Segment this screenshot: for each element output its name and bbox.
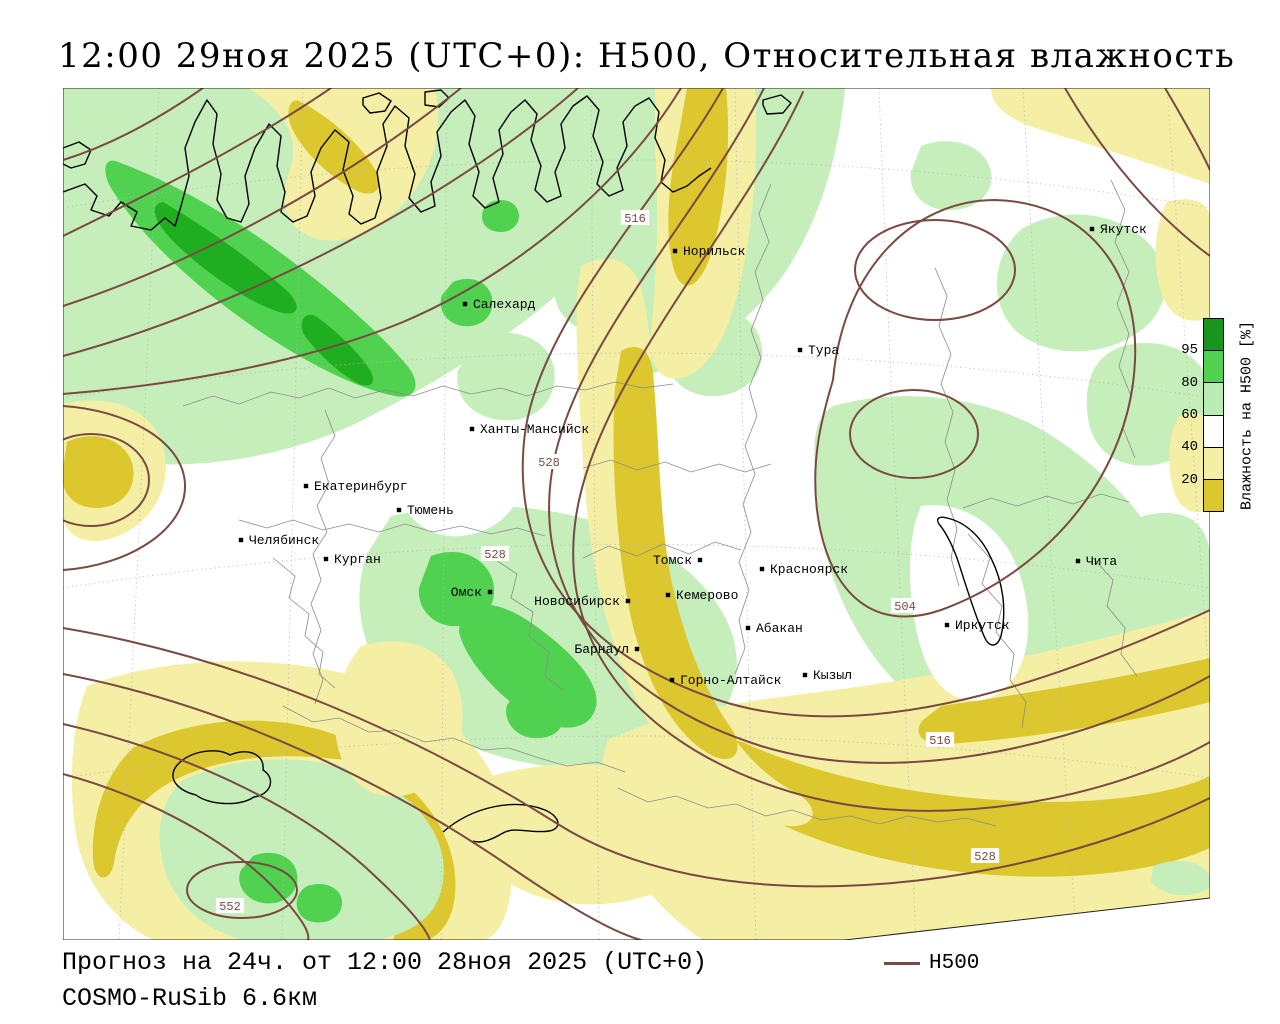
city-dot — [396, 507, 402, 513]
contour-label-box — [620, 210, 650, 225]
forecast-info: Прогноз на 24ч. от 12:00 28ноя 2025 (UTC… — [62, 948, 708, 977]
city-dot — [759, 566, 765, 572]
city-label: Ханты-Мансийск — [480, 422, 589, 437]
colorbar-tick: 80 — [1181, 374, 1198, 391]
city-label: Иркутск — [955, 618, 1010, 633]
coastline-layer — [63, 89, 1005, 843]
city-label: Екатеринбург — [314, 479, 408, 494]
colorbar-segment — [1204, 350, 1223, 383]
city-dot — [634, 646, 640, 652]
contour-label: 516 — [624, 212, 646, 226]
humidity-fill-layer — [63, 88, 1210, 940]
city-label: Якутск — [1100, 222, 1147, 237]
city-label: Тура — [808, 343, 839, 358]
city-label: Салехард — [473, 297, 536, 312]
city-label: Норильск — [683, 244, 746, 259]
city-dot — [697, 557, 703, 563]
city-dot — [469, 426, 475, 432]
contour-label-box — [970, 848, 1000, 863]
city-label: Кызыл — [813, 668, 852, 683]
colorbar-tick: 20 — [1181, 471, 1198, 488]
city-label: Кемерово — [676, 588, 738, 603]
city-label: Курган — [334, 552, 381, 567]
colorbar-tick: 40 — [1181, 439, 1198, 456]
contour-label: 528 — [538, 456, 560, 470]
colorbar-segment — [1204, 382, 1223, 415]
city-label: Челябинск — [249, 533, 319, 548]
city-dot — [802, 672, 808, 678]
colorbar-segment — [1204, 319, 1223, 351]
region-borders-layer — [182, 179, 1138, 827]
city-label: Чита — [1086, 554, 1117, 569]
city-dot — [238, 537, 244, 543]
city-dot — [797, 347, 803, 353]
colorbar-axis-label: Влажность на H500 [%] — [1238, 320, 1256, 510]
colorbar-segment — [1204, 414, 1223, 447]
graticule-layer — [63, 88, 1210, 940]
city-label: Абакан — [756, 621, 803, 636]
contour-label-box — [925, 732, 955, 747]
contour-label-box — [534, 454, 564, 469]
city-label: Томск — [653, 553, 692, 568]
city-label: Новосибирск — [534, 594, 620, 609]
h500-legend-label: H500 — [929, 952, 980, 975]
city-dot — [323, 556, 329, 562]
h500-line-sample — [884, 962, 920, 965]
contour-label-box — [890, 598, 920, 613]
contour-label: 504 — [894, 600, 916, 614]
city-dot — [462, 301, 468, 307]
contour-label-box — [215, 898, 245, 913]
city-label: Барнаул — [574, 642, 629, 657]
city-label: Омск — [451, 585, 482, 600]
h500-legend: H500 — [884, 952, 979, 975]
contour-label-box — [480, 546, 510, 561]
city-dot — [944, 622, 950, 628]
city-label: Тюмень — [407, 503, 454, 518]
city-dot — [1075, 558, 1081, 564]
contour-label: 528 — [974, 850, 996, 864]
colorbar-segment — [1204, 478, 1223, 512]
map-area: 516 528 528 504 516 528 552 Норильск Якутск Тура С… — [63, 88, 1210, 940]
contour-label: 528 — [484, 548, 506, 562]
contour-labels-layer: 516 528 528 504 516 528 552 — [215, 210, 1000, 914]
city-dot — [665, 592, 671, 598]
city-dot — [625, 598, 631, 604]
h500-contour-layer — [63, 88, 1210, 940]
city-dot — [669, 677, 675, 683]
city-dot — [303, 483, 309, 489]
city-dot — [672, 248, 678, 254]
map-layers — [63, 88, 1210, 940]
contour-label: 552 — [219, 900, 241, 914]
contour-label: 516 — [929, 734, 951, 748]
page-title: 12:00 29ноя 2025 (UTC+0): H500, Относите… — [58, 36, 1236, 76]
city-label: Горно-Алтайск — [680, 673, 782, 688]
city-dot — [487, 589, 493, 595]
city-dot — [745, 625, 751, 631]
city-dot — [1089, 226, 1095, 232]
model-info: COSMO-RuSib 6.6км — [62, 984, 318, 1013]
city-markers-layer: Норильск Якутск Тура Салехард Ханты-Мансийск… — [238, 222, 1147, 688]
colorbar-tick: 95 — [1181, 342, 1198, 359]
colorbar-tick: 60 — [1181, 407, 1198, 423]
humidity-colorbar — [1203, 318, 1224, 512]
colorbar-segment — [1204, 446, 1223, 479]
map-svg: 516 528 528 504 516 528 552 Норильск Якутск Тура С… — [63, 88, 1210, 940]
map-frame — [63, 88, 1210, 940]
city-label: Красноярск — [770, 562, 848, 577]
